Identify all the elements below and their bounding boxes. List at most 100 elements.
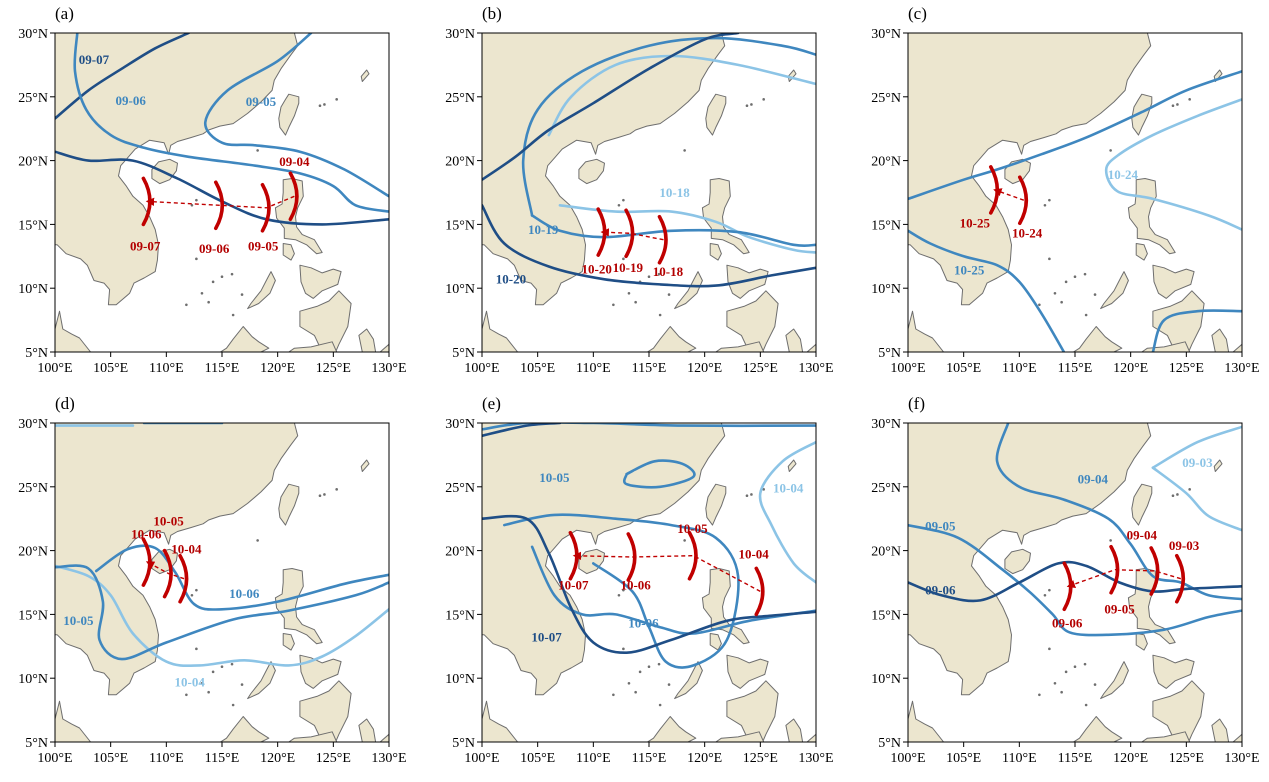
lat-tick-label: 15°N (871, 218, 901, 233)
lon-tick-label: 105°E (93, 361, 128, 376)
land-palawan (1100, 661, 1129, 700)
lat-tick-label: 25°N (18, 481, 48, 496)
lon-tick-label: 100°E (464, 751, 499, 766)
lat-tick-label: 5°N (25, 346, 48, 361)
lon-tick-label: 100°E (890, 361, 925, 376)
islet (335, 488, 338, 491)
islet (190, 593, 194, 597)
land-malay-peninsula (908, 310, 947, 352)
land-borneo (177, 716, 270, 742)
land-borneo (604, 716, 697, 742)
contour-09-07 (55, 150, 389, 226)
contour-09-06 (908, 560, 1242, 603)
islet (1064, 280, 1068, 284)
islet (195, 198, 198, 202)
lat-tick-label: 15°N (871, 608, 901, 623)
contour-label: 09-03 (1182, 455, 1213, 470)
lon-tick-label: 105°E (946, 361, 981, 376)
islet (667, 683, 671, 686)
marker-label: 09-06 (1052, 616, 1083, 631)
map-area (55, 33, 389, 352)
islet (647, 275, 651, 279)
islet (200, 682, 204, 685)
lon-tick-label: 115°E (205, 361, 240, 376)
contour-10-25 (908, 229, 1066, 352)
lon-tick-label: 105°E (946, 751, 981, 766)
map-area (482, 33, 816, 352)
islet (323, 493, 326, 496)
land-visayas (299, 264, 342, 299)
lat-tick-label: 20°N (871, 155, 901, 170)
islet (240, 293, 244, 296)
contour-label: 10-06 (229, 586, 260, 601)
lat-tick-label: 25°N (445, 91, 475, 106)
lat-tick-label: 30°N (18, 417, 48, 432)
islet (1109, 149, 1112, 152)
marker-label: 10-04 (738, 547, 769, 562)
land-mindoro (282, 243, 295, 261)
land-sulawesi-north (288, 731, 338, 742)
islet (617, 203, 621, 207)
contour-10-04 (55, 564, 389, 668)
contour-label: 10-05 (539, 470, 570, 485)
marker-label: 09-07 (130, 238, 161, 253)
lat-tick-label: 25°N (871, 91, 901, 106)
land-new-guinea-edge (1232, 733, 1242, 742)
lon-tick-label: 130°E (1224, 361, 1259, 376)
land-visayas (726, 654, 769, 689)
track-arrow (145, 561, 185, 580)
land-okinawa-fragment (360, 459, 370, 472)
contour-10-04 (758, 440, 816, 584)
islet (230, 272, 234, 276)
contour-09-05 (908, 523, 1242, 637)
marker-label: 10-06 (131, 526, 162, 541)
panel-label: (e) (482, 394, 501, 413)
islet (647, 665, 651, 669)
islet (335, 98, 338, 101)
lon-tick-label: 110°E (576, 751, 611, 766)
lat-tick-label: 25°N (871, 481, 901, 496)
land-taiwan (1131, 483, 1153, 526)
contour-10-24 (1104, 98, 1242, 231)
land-borneo (1030, 326, 1123, 352)
panel-label: (a) (55, 4, 74, 23)
contour-09-07 (55, 33, 190, 120)
contour-label: 10-20 (496, 272, 526, 287)
lat-tick-label: 30°N (871, 417, 901, 432)
marker-label: 10-05 (153, 514, 184, 529)
lon-tick-label: 105°E (520, 361, 555, 376)
lon-tick-label: 130°E (798, 361, 833, 376)
land-halmahera (785, 328, 804, 352)
lon-tick-label: 110°E (149, 751, 184, 766)
land-mindoro (282, 633, 295, 651)
islet (211, 670, 215, 674)
islet (658, 313, 662, 317)
marker-label: 10-07 (558, 577, 589, 592)
islet (1083, 662, 1087, 666)
marker-label: 09-05 (248, 238, 279, 253)
islet (318, 104, 322, 108)
land-mindanao (1152, 680, 1205, 742)
land-new-guinea-edge (379, 733, 389, 742)
islet (220, 275, 224, 279)
position-marker-09-05 (260, 183, 271, 233)
contour-09-03 (1151, 425, 1242, 469)
lon-tick-label: 125°E (316, 361, 351, 376)
islet (1176, 103, 1179, 106)
land-mainland-asia (482, 423, 726, 696)
islet (1176, 493, 1179, 496)
marker-label: 09-05 (1104, 602, 1135, 617)
land-borneo (177, 326, 270, 352)
land-mindanao (1152, 290, 1205, 352)
position-marker-09-07 (141, 176, 152, 227)
islet (1171, 104, 1175, 108)
land-mindanao (299, 290, 352, 352)
land-mindanao (299, 680, 352, 742)
lon-tick-label: 125°E (1169, 751, 1204, 766)
lon-tick-label: 125°E (743, 751, 778, 766)
islet (1038, 303, 1041, 307)
position-marker-09-04 (288, 171, 299, 222)
islet (1064, 670, 1068, 674)
lon-tick-label: 115°E (1058, 751, 1093, 766)
